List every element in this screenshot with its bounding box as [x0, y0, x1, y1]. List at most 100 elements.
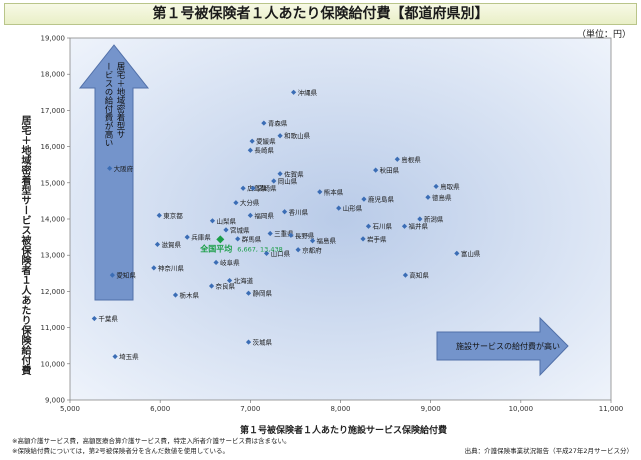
y-tick-label: 10,000 — [41, 360, 66, 368]
y-tick-label: 16,000 — [41, 143, 66, 151]
data-point — [288, 232, 294, 238]
data-point — [112, 353, 118, 360]
x-tick-label: 11,000 — [599, 405, 624, 413]
data-point — [245, 290, 252, 296]
chart-title: 第１号被保険者１人あたり保険給付費【都道府県別】 — [4, 3, 637, 25]
data-point — [361, 196, 367, 202]
point-label: 石川県 — [372, 223, 392, 231]
footnote: ※高額介護サービス費，高額医療合算介護サービス費，特定入所者介護サービス費は含ま… — [12, 437, 291, 445]
point-label: 高知県 — [409, 271, 429, 280]
data-point — [109, 272, 115, 278]
point-label: 千葉県 — [98, 314, 118, 323]
point-label: 鹿児島県 — [368, 195, 395, 204]
y-tick-label: 14,000 — [41, 216, 66, 224]
data-point — [277, 171, 283, 177]
data-point — [360, 236, 366, 242]
point-label: 愛知県 — [116, 271, 136, 280]
point-label: 北海道 — [234, 276, 254, 285]
data-point — [154, 241, 161, 247]
point-label: 福岡県 — [254, 211, 274, 220]
data-point — [223, 227, 229, 233]
point-label: 岡山県 — [278, 176, 298, 185]
right-arrow — [436, 316, 569, 377]
point-label: 香川県 — [289, 207, 309, 216]
point-label: 広島県 — [247, 184, 267, 193]
point-label: 静岡県 — [253, 289, 273, 298]
point-label: 三重県 — [274, 230, 294, 238]
point-label: 京都府 — [302, 245, 322, 254]
data-point — [317, 189, 323, 195]
data-point — [184, 234, 190, 240]
data-point — [235, 236, 241, 242]
average-value: 6,667, 13,438 — [237, 245, 282, 253]
data-point — [213, 259, 219, 266]
point-label: 山形県 — [343, 204, 363, 213]
point-label: 徳島県 — [432, 193, 452, 202]
data-point — [151, 265, 157, 271]
point-label: 佐賀県 — [284, 169, 304, 178]
data-point — [245, 339, 252, 345]
data-point — [433, 183, 439, 190]
data-point — [226, 277, 233, 284]
data-point — [277, 133, 283, 139]
data-point — [267, 230, 273, 237]
point-label: 福井県 — [409, 222, 429, 231]
source-note: 出典：介護保険事業状況報告（平成27年2月サービス分） — [464, 447, 633, 455]
x-axis-label: 第１号被保険者１人あたり施設サービス保険給付費 — [240, 426, 448, 436]
data-point — [208, 283, 215, 289]
data-point — [250, 185, 256, 191]
unit-label: （単位：円） — [576, 30, 631, 40]
point-label: 青森県 — [268, 119, 288, 128]
point-label: 奈良県 — [216, 281, 236, 290]
data-point — [247, 212, 253, 218]
point-label: 滋賀県 — [161, 240, 181, 249]
point-label: 鳥取県 — [440, 182, 460, 191]
point-label: 埼玉県 — [119, 352, 139, 361]
point-label: 岩手県 — [367, 234, 387, 243]
average-label: 全国平均 — [199, 243, 232, 253]
footnote: ※保険給付費については，第2号被保険者分を含んだ数値を使用している。 — [12, 447, 230, 455]
data-point — [336, 205, 342, 211]
data-point — [425, 194, 431, 200]
y-tick-label: 9,000 — [45, 397, 65, 405]
point-label: 兵庫県 — [191, 233, 211, 242]
point-label: 宮城県 — [230, 225, 250, 234]
point-label: 福島県 — [317, 236, 337, 245]
x-tick-label: 5,000 — [60, 405, 80, 413]
data-point — [261, 120, 267, 126]
x-tick-label: 10,000 — [509, 405, 534, 413]
point-label: 山梨県 — [216, 216, 236, 225]
point-label: 東京都 — [163, 211, 183, 220]
y-axis-label: 居宅＋地域密着型サービス被保険者１人あたり保険給付費 — [19, 115, 30, 375]
data-point — [454, 250, 460, 256]
data-point — [309, 238, 316, 244]
point-label: 新潟県 — [424, 215, 444, 224]
y-tick-label: 11,000 — [41, 324, 66, 332]
y-tick-label: 18,000 — [41, 71, 66, 79]
point-label: 大分県 — [240, 198, 260, 207]
y-tick-label: 12,000 — [41, 288, 66, 296]
point-label: 愛媛県 — [256, 137, 276, 146]
data-point — [172, 292, 179, 298]
data-point — [402, 272, 409, 278]
data-point — [373, 167, 379, 173]
data-point — [209, 218, 216, 224]
data-point — [271, 178, 277, 184]
data-point — [263, 250, 270, 256]
point-label: 富山県 — [461, 249, 481, 258]
point-label: 茨城県 — [253, 338, 273, 347]
point-label: 長崎県 — [254, 146, 274, 155]
y-tick-label: 15,000 — [41, 179, 66, 187]
data-point — [417, 216, 423, 222]
point-label: 熊本県 — [324, 187, 344, 196]
point-label: 島根県 — [401, 155, 421, 164]
point-label: 沖縄県 — [298, 88, 318, 97]
point-label: 群馬県 — [242, 234, 262, 243]
point-label: 秋田県 — [380, 166, 400, 175]
point-label: 大阪府 — [114, 164, 134, 173]
data-point — [91, 315, 97, 322]
up-arrow-label: ービスの給付費が高い — [103, 62, 113, 147]
point-label: 山口県 — [271, 249, 291, 258]
data-point — [401, 223, 408, 229]
